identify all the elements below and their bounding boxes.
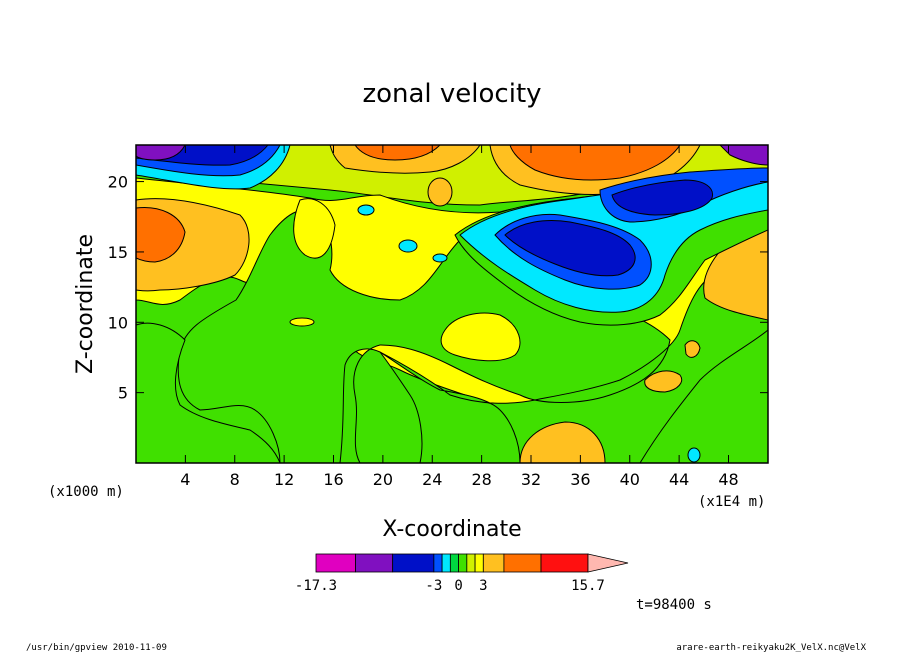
y-axis-label: Z-coordinate (73, 234, 98, 374)
colorbar-segment (315, 553, 356, 573)
x-tick-label: 16 (323, 470, 343, 489)
region-cyan-blob-4 (687, 447, 701, 463)
x-axis: 4 8 12 16 20 24 28 32 36 40 44 48 (180, 145, 739, 489)
x-tick-label: 36 (570, 470, 590, 489)
y-tick-label: 20 (108, 173, 128, 192)
region-cyan-blob-2 (398, 239, 418, 253)
x-tick-label: 44 (669, 470, 689, 489)
colorbar-extend-arrow (587, 553, 629, 573)
y-tick-label: 10 (108, 313, 128, 332)
colorbar-segment (540, 553, 589, 573)
colorbar-segment (503, 553, 542, 573)
region-yellow-blob-1 (440, 312, 521, 362)
y-tick-label: 5 (118, 384, 128, 403)
x-tick-label: 28 (471, 470, 491, 489)
region-top-right-dark-blue (611, 179, 714, 216)
plot-frame (135, 144, 769, 464)
colorbar-segment (449, 553, 459, 573)
region-vortex-dark-blue (504, 220, 636, 277)
region-top-center-deep-orange (354, 145, 441, 161)
x-tick-label: 8 (230, 470, 240, 489)
colorbar-segment (433, 553, 443, 573)
colorbar-segment (441, 553, 451, 573)
time-label: t=98400 s (636, 597, 712, 613)
colorbar-segment (355, 553, 394, 573)
x-tick-label: 32 (521, 470, 541, 489)
region-right-small-orange (644, 370, 683, 393)
colorbar (315, 553, 629, 573)
region-cyan-blob-3 (432, 253, 448, 263)
chart-title: zonal velocity (362, 79, 541, 109)
colorbar-tick-label: -3 (425, 578, 442, 594)
y-tick-label: 15 (108, 243, 128, 262)
region-top-left-purple (136, 145, 186, 161)
colorbar-tick-labels: -17.3 -3 0 3 15.7 (295, 578, 605, 594)
colorbar-segment (458, 553, 468, 573)
region-top-right-deep-orange (509, 145, 681, 181)
colorbar-tick-label: -17.3 (295, 578, 337, 594)
region-left-deep-orange (136, 206, 186, 263)
region-right-small-orange-2 (684, 340, 701, 358)
x-tick-label: 24 (422, 470, 442, 489)
colorbar-segment (474, 553, 484, 573)
y-unit-label: (x1000 m) (48, 484, 124, 500)
region-yellow-blob-3 (289, 317, 315, 327)
x-tick-label: 20 (373, 470, 393, 489)
region-yellow-blob-4 (427, 177, 453, 207)
region-bottom-orange (519, 421, 606, 463)
x-tick-label: 40 (620, 470, 640, 489)
contour-plot (136, 145, 768, 463)
region-cyan-blob-1 (357, 204, 375, 216)
footer-right: arare-earth-reikyaku2K_VelX.nc@VelX (676, 643, 866, 653)
colorbar-tick-label: 15.7 (571, 578, 605, 594)
x-tick-label: 4 (180, 470, 190, 489)
x-tick-label: 12 (274, 470, 294, 489)
region-left-green (136, 322, 281, 463)
colorbar-segment (482, 553, 505, 573)
colorbar-tick-label: 0 (454, 578, 462, 594)
footer-left: /usr/bin/gpview 2010-11-09 (26, 643, 167, 653)
y-axis: 5 10 15 20 (108, 173, 768, 403)
x-axis-label: X-coordinate (382, 517, 521, 542)
region-yellow-blob-2 (293, 198, 336, 259)
colorbar-segment (466, 553, 476, 573)
colorbar-tick-label: 3 (479, 578, 487, 594)
x-unit-label: (x1E4 m) (698, 494, 765, 510)
x-tick-label: 48 (718, 470, 738, 489)
colorbar-segment (392, 553, 435, 573)
